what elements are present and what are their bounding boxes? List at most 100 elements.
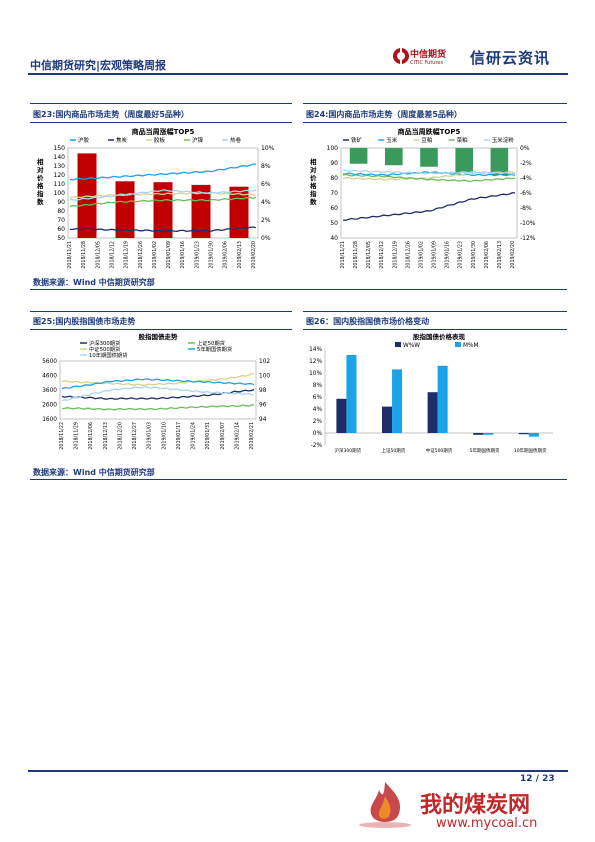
x-tick-label: 2019/01/24 [191, 422, 197, 450]
row2-bottom-rule [30, 479, 567, 480]
y-right-tick-label: 100 [259, 374, 270, 380]
y-left-tick-label: 70 [330, 190, 338, 197]
y-left-tick-label: 100 [54, 190, 66, 197]
figure-23-title-rule [30, 122, 292, 123]
chart-title: 商品当周跌幅TOP5 [398, 127, 461, 136]
chart-title: 股指国债价格表现 [413, 332, 466, 341]
x-tick-label: 2019/02/07 [220, 422, 226, 450]
y-left-tick-label: 70 [57, 217, 65, 224]
y-right-tick-label: 6% [261, 181, 271, 188]
x-tick-label: 2018/12/05 [366, 241, 372, 269]
legend-label: 豆粕 [421, 136, 432, 144]
x-tick-label: 2019/01/16 [445, 241, 451, 269]
y-axis-label-char: 对 [37, 165, 44, 174]
bar [427, 392, 438, 433]
figure-26-panel: 图26：国内股指国债市场价格变动 股指国债价格表现 W%W M%M 14% 12% 10%… [303, 311, 567, 464]
series-line-0 [69, 163, 256, 181]
x-tick-label: 2018/12/26 [405, 241, 411, 269]
legend-label: 5年期国债期货 [197, 345, 232, 353]
bar [483, 433, 494, 435]
bar [528, 433, 539, 437]
y-left-tick-label: 50 [330, 220, 338, 227]
chart-title: 商品当周涨幅TOP5 [132, 127, 195, 136]
watermark-url: www.mycoal.cn [436, 816, 538, 831]
y-axis-label-char: 价 [310, 174, 317, 182]
x-tick-label: 2018/12/05 [95, 241, 101, 269]
x-tick-label: 2019/01/30 [471, 241, 477, 269]
x-tick-label: 2019/01/31 [205, 422, 211, 450]
bar [455, 148, 473, 173]
series-line-1 [61, 404, 255, 411]
x-category-label: 5年期国债期货 [470, 447, 500, 454]
y-right-tick-label: -4% [520, 175, 532, 182]
y-tick-label: -2% [311, 443, 323, 449]
bar [420, 148, 438, 167]
series-line-3 [69, 196, 257, 208]
x-category-label: 中证500期货 [426, 447, 453, 454]
series-line-4 [61, 386, 255, 402]
legend-label: 沪镍 [192, 136, 204, 144]
x-tick-label: 2018/12/12 [109, 241, 115, 269]
watermark-flame-icon [359, 782, 411, 828]
x-tick-label: 2018/12/19 [392, 241, 398, 269]
x-tick-label: 2018/12/13 [103, 422, 109, 450]
report-header-title: 中信期货研究|宏观策略周报 [30, 59, 167, 72]
y-axis-label-char: 格 [310, 181, 317, 190]
row1-bottom-rule [30, 289, 567, 290]
figure-25-title: 图25:国内股指国债市场走势 [33, 317, 136, 326]
figure-25-title-rule [30, 329, 292, 330]
y-right-tick-label: 98 [259, 388, 267, 394]
figure-23-chart: 商品当周涨幅TOP5 沪胶 焦炭 胶板 沪镍 热卷 150 140 130 120 110 100 90… [37, 127, 275, 269]
figure-23-title: 图23:国内商品市场走势（周度最好5品种） [33, 110, 189, 119]
y-tick-label: 10% [309, 371, 322, 377]
citic-logo-icon [393, 48, 409, 64]
x-tick-label: 2019/01/30 [209, 241, 215, 269]
figure-26-title: 图26：国内股指国债市场价格变动 [306, 317, 430, 326]
series-line-0 [342, 192, 516, 221]
bar [437, 365, 448, 433]
y-right-tick-label: -6% [520, 190, 532, 197]
legend-label: 玉米 [386, 136, 398, 144]
x-tick-label: 2019/02/21 [249, 422, 255, 450]
series-line-1 [69, 226, 257, 233]
legend-label: 沪深300期货 [89, 339, 120, 347]
x-tick-label: 2018/11/22 [59, 422, 65, 450]
y-axis-label-char: 数 [310, 197, 317, 206]
x-tick-label: 2018/12/26 [138, 241, 144, 269]
x-tick-label: 2019/02/06 [223, 241, 229, 269]
x-tick-label: 2019/02/20 [251, 241, 257, 269]
y-axis-label-char: 数 [37, 197, 44, 206]
y-left-tick-label: 130 [54, 163, 66, 170]
figure-24-title: 图24:国内商品市场走势（周度最差5品种） [306, 110, 462, 119]
series-line-2 [69, 191, 257, 199]
legend-label: 中证500期货 [89, 345, 120, 353]
y-tick-label: 12% [309, 359, 322, 365]
legend-label: 沪胶 [78, 136, 90, 144]
legend-label: 铁矿 [351, 136, 363, 144]
y-axis-label-char: 对 [310, 165, 317, 174]
y-axis-label-char: 相 [37, 157, 44, 166]
plot-frame [59, 360, 257, 420]
y-right-tick-label: -12% [520, 235, 536, 242]
legend-label: W%W [403, 343, 420, 349]
bar [490, 148, 509, 175]
y-axis-label-char: 相 [310, 157, 317, 166]
x-tick-label: 2018/12/27 [132, 422, 138, 450]
x-tick-label: 2018/11/28 [81, 241, 87, 269]
x-tick-label: 2019/02/13 [237, 241, 243, 269]
series-line-4 [69, 189, 257, 201]
y-left-tick-label: 80 [330, 175, 338, 182]
x-tick-label: 2019/01/23 [194, 241, 200, 269]
y-left-tick-label: 50 [57, 235, 65, 242]
y-left-tick-label: 5600 [42, 359, 57, 365]
x-tick-label: 2019/01/17 [176, 422, 182, 450]
x-tick-label: 2019/01/09 [166, 241, 172, 269]
legend-swatch [455, 342, 461, 347]
legend-label: 玉米淀粉 [492, 136, 515, 144]
bar [385, 148, 403, 166]
y-right-tick-label: 102 [259, 359, 270, 365]
bar [518, 433, 529, 435]
x-tick-label: 2019/02/20 [510, 241, 516, 269]
series-line-2 [61, 373, 254, 387]
